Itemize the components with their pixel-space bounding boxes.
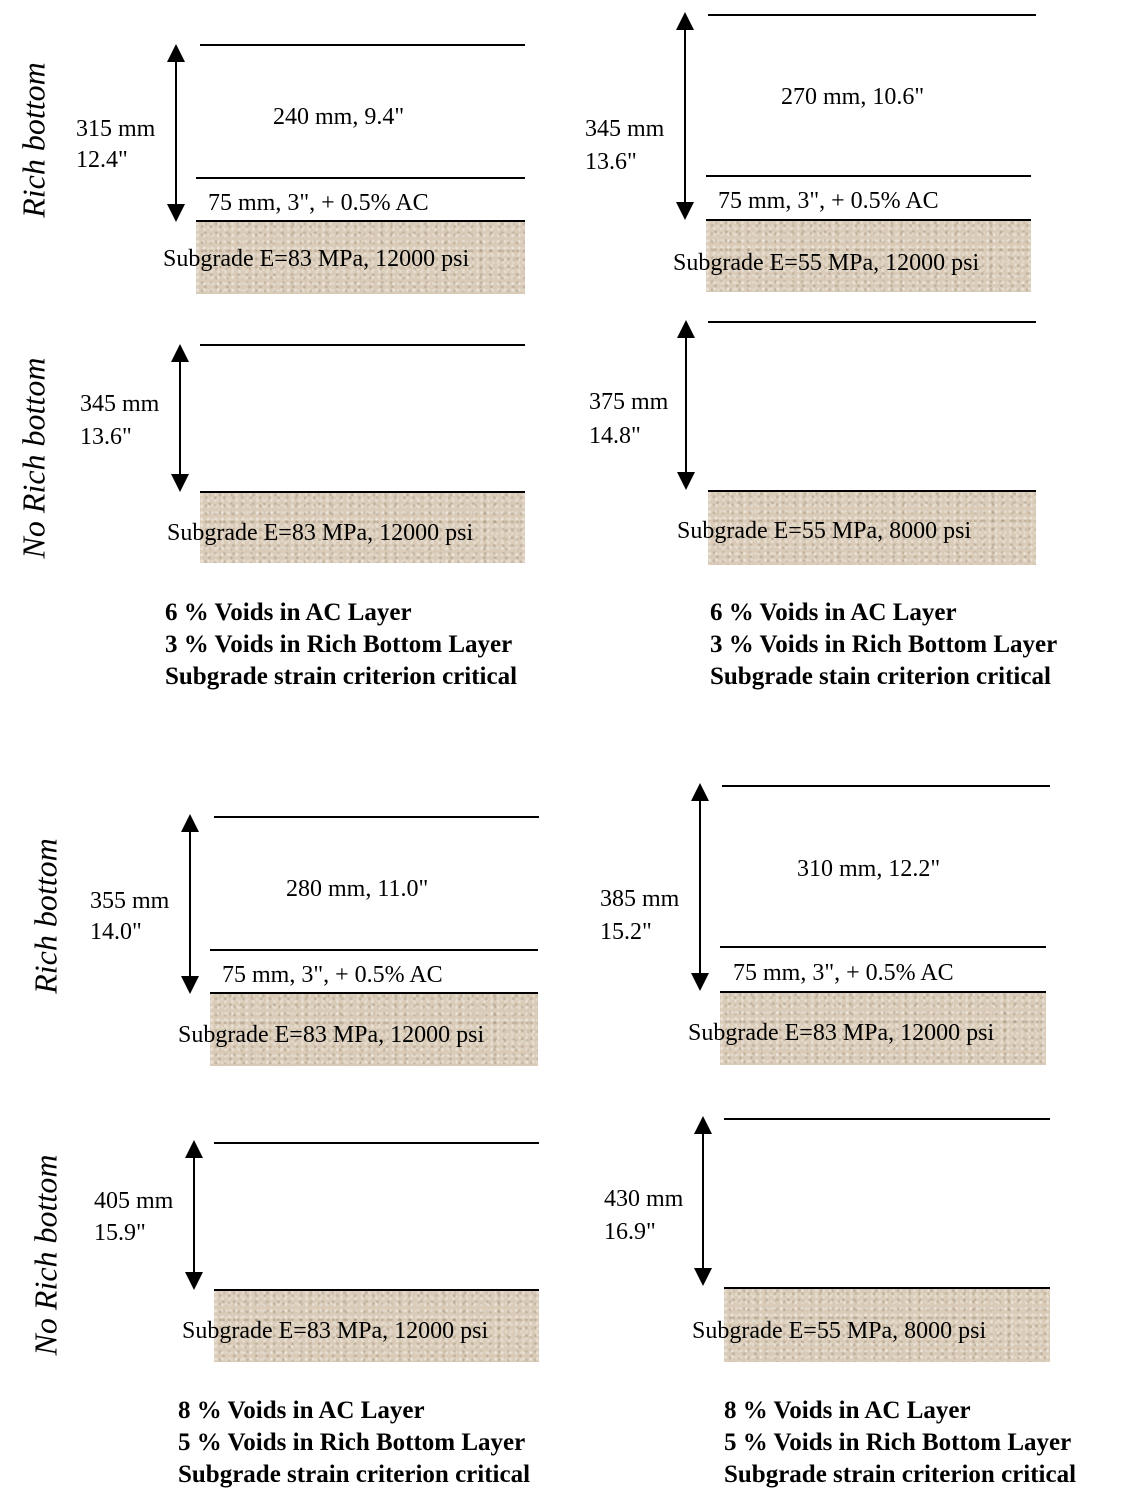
total-thickness-in: 15.2" (600, 919, 652, 945)
note-line: Subgrade strain criterion critical (724, 1461, 1077, 1488)
rich-bottom-layer-label: 75 mm, 3", + 0.5% AC (718, 188, 939, 214)
total-thickness-in: 14.8" (589, 423, 641, 449)
note-line: 3 % Voids in Rich Bottom Layer (710, 631, 1058, 658)
interface-line (720, 946, 1046, 948)
subgrade-block (210, 994, 538, 1066)
subgrade-top-line (706, 219, 1031, 221)
total-thickness-in: 13.6" (585, 149, 637, 175)
thickness-arrow-icon (691, 783, 709, 991)
ac-layer-label: 310 mm, 12.2" (797, 856, 941, 882)
note-line: Subgrade strain criterion critical (178, 1461, 531, 1488)
interface-line (706, 175, 1031, 177)
surface-line (200, 344, 525, 346)
subgrade-label: Subgrade E=83 MPa, 12000 psi (163, 246, 470, 272)
subgrade-block (214, 1291, 539, 1362)
surface-line (708, 14, 1036, 16)
thickness-arrow-icon (694, 1116, 712, 1286)
ac-layer-label: 240 mm, 9.4" (273, 104, 405, 130)
notes-g2-right: 8 % Voids in AC Layer 5 % Voids in Rich … (724, 1395, 1126, 1491)
total-thickness-in: 13.6" (80, 424, 132, 450)
notes-g2-left: 8 % Voids in AC Layer 5 % Voids in Rich … (178, 1395, 530, 1491)
subgrade-label: Subgrade E=55 MPa, 8000 psi (677, 518, 972, 544)
subgrade-block (200, 493, 525, 563)
thickness-arrow-icon (167, 44, 185, 222)
surface-line (214, 1142, 539, 1144)
notes-g1-left: 6 % Voids in AC Layer 3 % Voids in Rich … (165, 597, 517, 693)
side-label-rich-bottom: Rich bottom (27, 838, 64, 994)
subgrade-top-line (214, 1289, 539, 1291)
total-thickness-mm: 345 mm (80, 391, 160, 417)
total-thickness-mm: 355 mm (90, 888, 170, 914)
total-thickness-mm: 375 mm (589, 389, 669, 415)
ac-layer-label: 270 mm, 10.6" (781, 84, 925, 110)
note-line: 8 % Voids in AC Layer (724, 1397, 971, 1424)
note-line: 8 % Voids in AC Layer (178, 1397, 425, 1424)
rich-bottom-layer-label: 75 mm, 3", + 0.5% AC (733, 960, 954, 986)
total-thickness-mm: 405 mm (94, 1188, 174, 1214)
total-thickness-mm: 385 mm (600, 886, 680, 912)
subgrade-top-line (210, 992, 538, 994)
surface-line (708, 321, 1036, 323)
note-line: Subgrade strain criterion critical (165, 663, 518, 690)
notes-g1-right: 6 % Voids in AC Layer 3 % Voids in Rich … (710, 597, 1057, 693)
total-thickness-mm: 315 mm (76, 116, 156, 142)
subgrade-top-line (708, 490, 1036, 492)
total-thickness-in: 12.4" (76, 147, 128, 173)
subgrade-block (720, 993, 1046, 1065)
rich-bottom-layer-label: 75 mm, 3", + 0.5% AC (208, 190, 429, 216)
note-line: Subgrade stain criterion critical (710, 663, 1051, 690)
thickness-arrow-icon (181, 814, 199, 994)
ac-layer-label: 280 mm, 11.0" (286, 876, 429, 902)
note-line: 5 % Voids in Rich Bottom Layer (724, 1429, 1072, 1456)
side-label-no-rich-bottom: No Rich bottom (27, 1154, 64, 1356)
rich-bottom-layer-label: 75 mm, 3", + 0.5% AC (222, 962, 443, 988)
surface-line (724, 1118, 1050, 1120)
subgrade-top-line (720, 991, 1046, 993)
thickness-arrow-icon (676, 12, 694, 220)
thickness-arrow-icon (171, 344, 189, 492)
total-thickness-in: 16.9" (604, 1219, 656, 1245)
thickness-arrow-icon (677, 320, 695, 490)
subgrade-label: Subgrade E=83 MPa, 12000 psi (167, 520, 474, 546)
total-thickness-in: 14.0" (90, 919, 142, 945)
subgrade-label: Subgrade E=83 MPa, 12000 psi (688, 1020, 995, 1046)
surface-line (200, 44, 525, 46)
interface-line (196, 177, 525, 179)
surface-line (722, 785, 1050, 787)
subgrade-block (708, 492, 1036, 565)
thickness-arrow-icon (185, 1140, 203, 1290)
note-line: 3 % Voids in Rich Bottom Layer (165, 631, 513, 658)
note-line: 6 % Voids in AC Layer (710, 599, 957, 626)
note-line: 6 % Voids in AC Layer (165, 599, 412, 626)
note-line: 5 % Voids in Rich Bottom Layer (178, 1429, 526, 1456)
interface-line (210, 949, 538, 951)
subgrade-label: Subgrade E=83 MPa, 12000 psi (182, 1318, 489, 1344)
side-label-rich-bottom: Rich bottom (15, 62, 52, 218)
subgrade-block (724, 1289, 1050, 1362)
surface-line (214, 816, 539, 818)
total-thickness-mm: 345 mm (585, 116, 665, 142)
subgrade-label: Subgrade E=83 MPa, 12000 psi (178, 1022, 485, 1048)
subgrade-label: Subgrade E=55 MPa, 12000 psi (673, 250, 980, 276)
subgrade-top-line (724, 1287, 1050, 1289)
subgrade-block (196, 222, 525, 294)
subgrade-top-line (200, 491, 525, 493)
subgrade-label: Subgrade E=55 MPa, 8000 psi (692, 1318, 987, 1344)
total-thickness-mm: 430 mm (604, 1186, 684, 1212)
subgrade-block (706, 221, 1031, 292)
side-label-no-rich-bottom: No Rich bottom (15, 357, 52, 559)
subgrade-top-line (196, 220, 525, 222)
total-thickness-in: 15.9" (94, 1220, 146, 1246)
